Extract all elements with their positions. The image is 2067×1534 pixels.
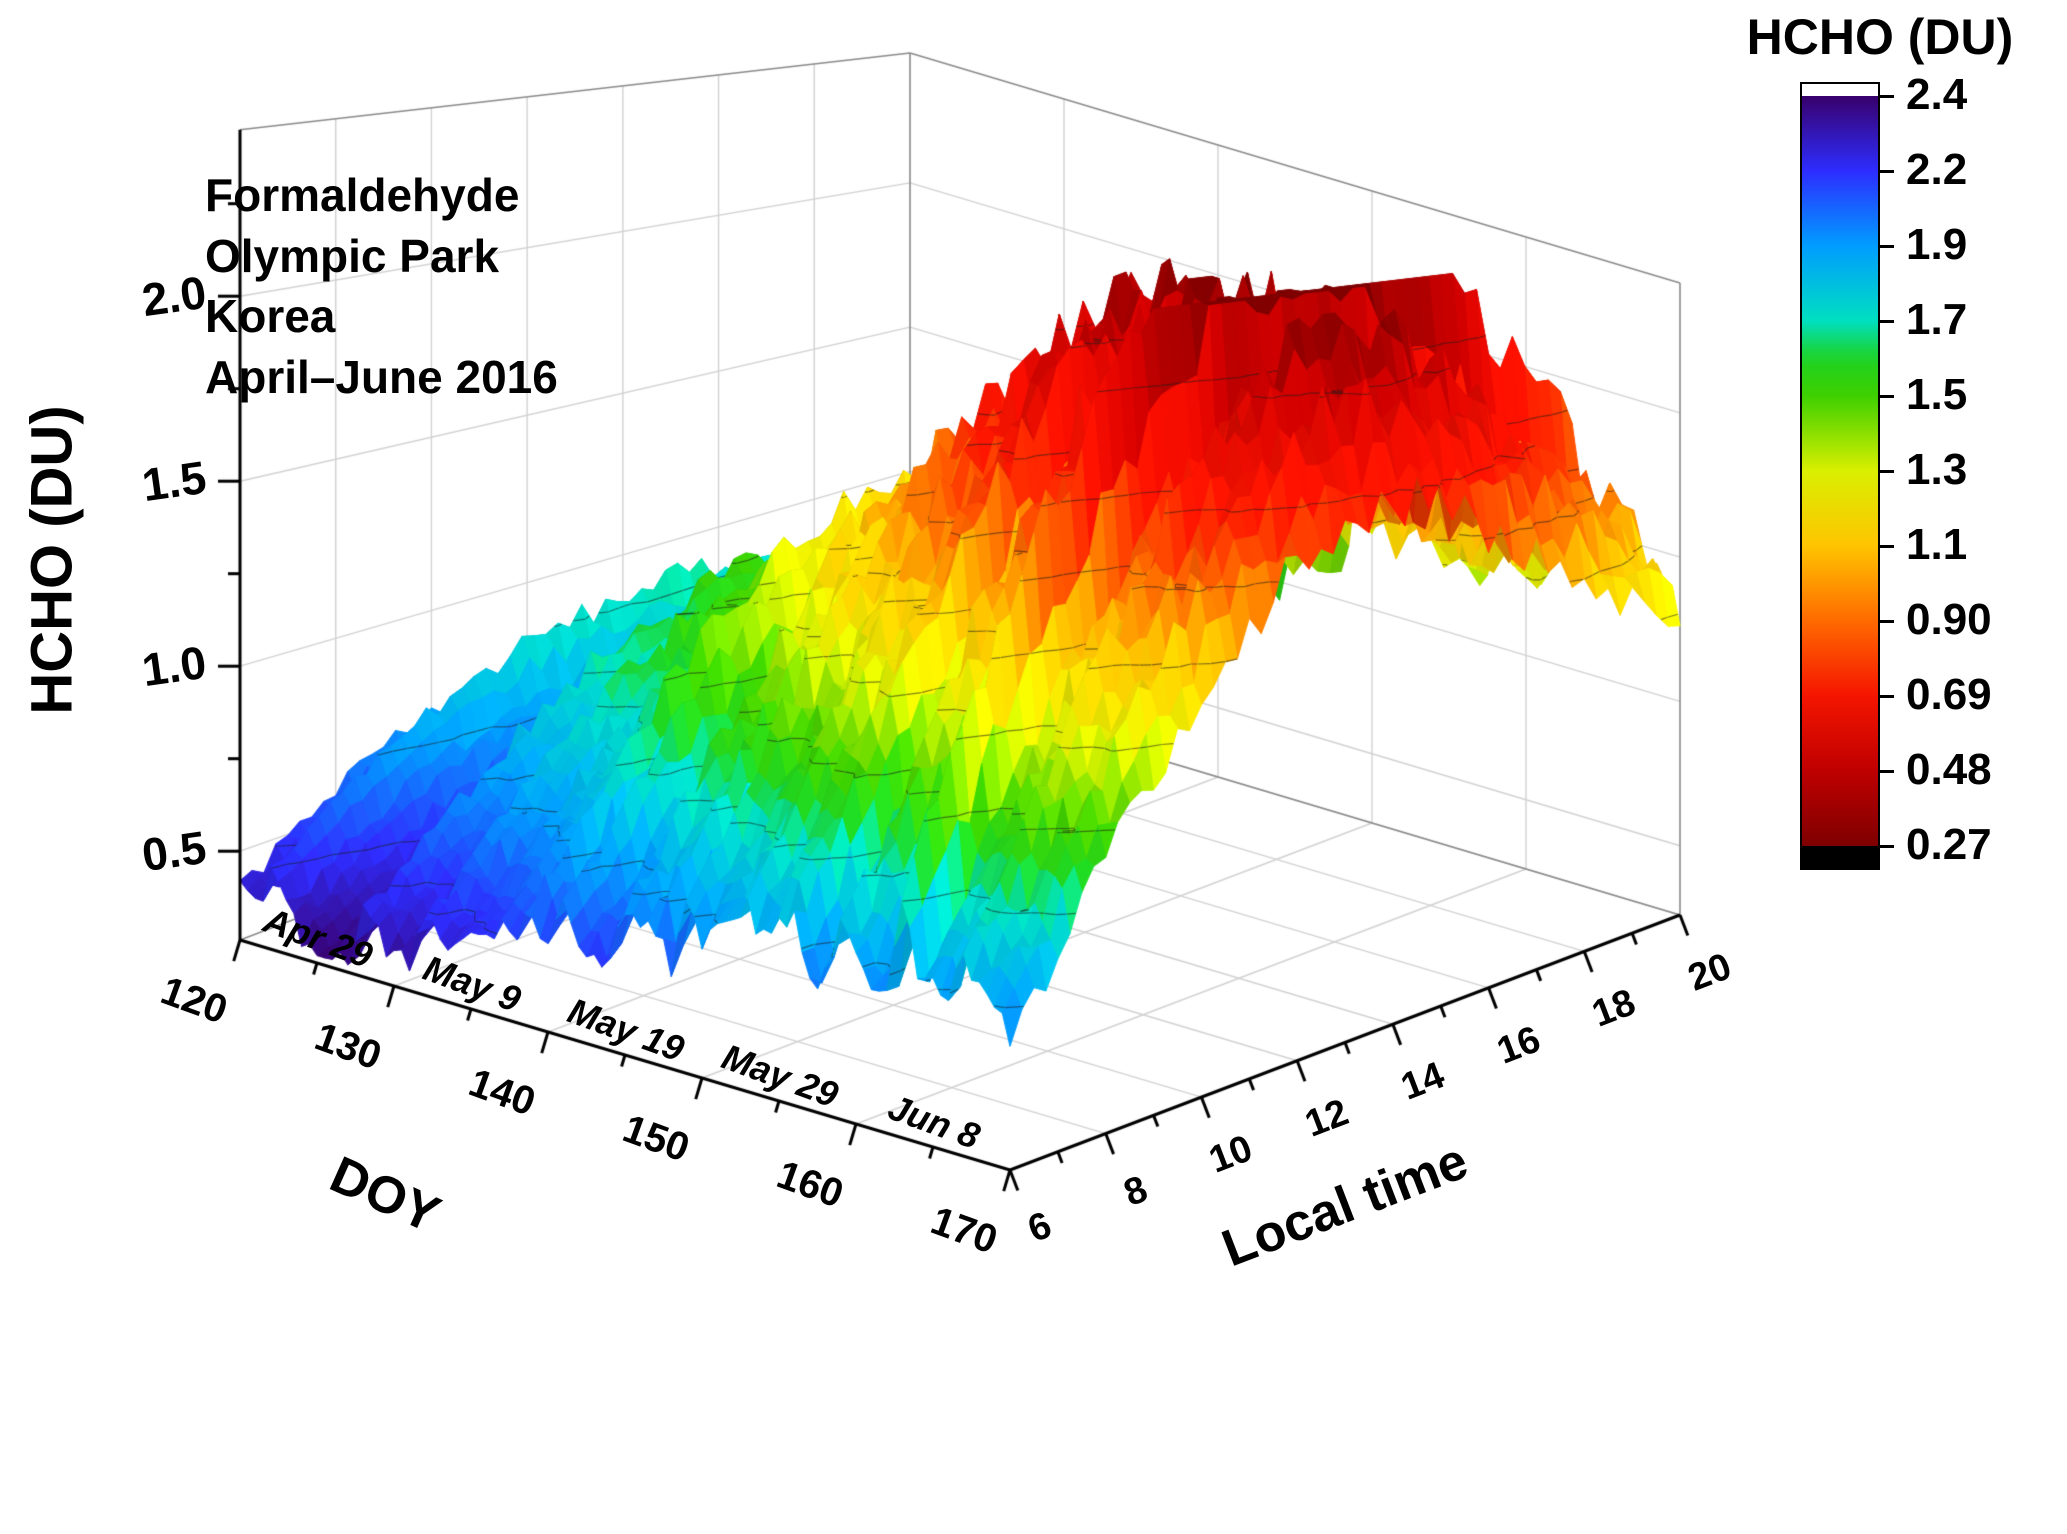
annotation-line-4: April–June 2016 (205, 351, 558, 404)
z-axis-title: HCHO (DU) (19, 405, 85, 715)
colorbar-tick-mark (1880, 845, 1894, 848)
colorbar-tick-label: 1.1 (1906, 520, 1968, 569)
colorbar-tick-mark (1880, 245, 1894, 248)
annotation-line-2: Olympic Park (205, 229, 500, 282)
colorbar-title: HCHO (DU) (1746, 9, 2014, 65)
colorbar-tick-mark (1880, 545, 1894, 548)
annotation-line-1: Formaldehyde (205, 169, 520, 221)
annotation-line-3: Korea (205, 290, 336, 343)
colorbar-tick-mark (1880, 470, 1894, 473)
colorbar-tick-mark (1880, 170, 1894, 173)
colorbar-tick-mark (1880, 95, 1894, 98)
colorbar-tick-mark (1880, 620, 1894, 623)
colorbar-tick-label: 0.69 (1906, 670, 1992, 719)
colorbar-tick-label: 1.9 (1906, 220, 1968, 269)
colorbar-tick-mark (1880, 770, 1894, 773)
colorbar (1800, 82, 1880, 870)
colorbar-tick-mark (1880, 395, 1894, 398)
colorbar-tick-label: 2.4 (1906, 70, 1968, 119)
colorbar-tick-label: 0.27 (1906, 820, 1992, 869)
colorbar-tick-label: 0.48 (1906, 745, 1992, 794)
colorbar-tick-mark (1880, 320, 1894, 323)
colorbar-tick-label: 1.3 (1906, 445, 1968, 494)
colorbar-top-cap (1802, 84, 1878, 96)
colorbar-bottom-cap (1802, 846, 1878, 868)
colorbar-tick-label: 1.7 (1906, 295, 1968, 344)
annotation-block: Formaldehyde Olympic Park Korea April–Ju… (205, 165, 558, 408)
colorbar-tick-label: 1.5 (1906, 370, 1968, 419)
colorbar-tick-label: 0.90 (1906, 595, 1992, 644)
colorbar-gradient-fill (1802, 96, 1878, 846)
colorbar-tick-label: 2.2 (1906, 145, 1968, 194)
colorbar-tick-mark (1880, 695, 1894, 698)
